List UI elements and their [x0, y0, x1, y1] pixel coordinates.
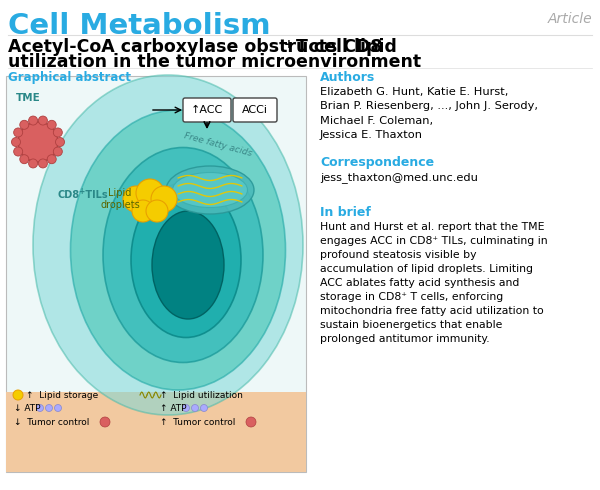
Text: ↓ ATP: ↓ ATP: [14, 403, 41, 413]
Ellipse shape: [131, 182, 241, 338]
Text: Authors: Authors: [320, 71, 375, 84]
Circle shape: [53, 128, 62, 137]
Text: T cell lipid: T cell lipid: [290, 38, 397, 56]
Text: +: +: [78, 188, 84, 196]
Circle shape: [47, 155, 56, 164]
Circle shape: [46, 405, 53, 412]
Ellipse shape: [71, 110, 286, 390]
Circle shape: [100, 417, 110, 427]
Text: Elizabeth G. Hunt, Katie E. Hurst,
Brian P. Riesenberg, ..., John J. Serody,
Mic: Elizabeth G. Hunt, Katie E. Hurst, Brian…: [320, 87, 538, 140]
FancyBboxPatch shape: [6, 76, 306, 472]
Text: Graphical abstract: Graphical abstract: [8, 71, 131, 84]
Circle shape: [38, 159, 47, 168]
Text: ↓  Tumor control: ↓ Tumor control: [14, 417, 89, 426]
Circle shape: [136, 179, 164, 207]
Circle shape: [11, 138, 20, 147]
Circle shape: [29, 116, 38, 125]
Circle shape: [123, 186, 149, 212]
Circle shape: [18, 122, 58, 162]
FancyBboxPatch shape: [183, 98, 231, 122]
Circle shape: [38, 116, 47, 125]
Circle shape: [55, 405, 62, 412]
Circle shape: [146, 200, 168, 222]
Circle shape: [20, 155, 29, 164]
Text: CD8: CD8: [57, 190, 79, 200]
Circle shape: [47, 121, 56, 129]
Circle shape: [14, 128, 23, 137]
Circle shape: [13, 390, 23, 400]
Text: Cell Metabolism: Cell Metabolism: [8, 12, 271, 40]
Ellipse shape: [152, 211, 224, 319]
Circle shape: [246, 417, 256, 427]
Circle shape: [20, 121, 29, 129]
Text: ↑ ATP: ↑ ATP: [160, 403, 187, 413]
Text: Correspondence: Correspondence: [320, 156, 434, 169]
Text: ↑ACC: ↑ACC: [191, 105, 223, 115]
Text: TME: TME: [16, 93, 40, 103]
FancyBboxPatch shape: [6, 392, 306, 472]
Circle shape: [14, 147, 23, 156]
Text: +: +: [284, 38, 294, 51]
Text: TILs: TILs: [82, 190, 107, 200]
Circle shape: [29, 159, 38, 168]
Text: Hunt and Hurst et al. report that the TME
engages ACC in CD8⁺ TILs, culminating : Hunt and Hurst et al. report that the TM…: [320, 222, 548, 344]
Circle shape: [37, 405, 44, 412]
Text: Acetyl-CoA carboxylase obstructs CD8: Acetyl-CoA carboxylase obstructs CD8: [8, 38, 383, 56]
Circle shape: [56, 138, 65, 147]
Text: Free fatty acids: Free fatty acids: [183, 131, 253, 158]
Text: ↑  Lipid utilization: ↑ Lipid utilization: [160, 391, 243, 399]
Circle shape: [53, 147, 62, 156]
Circle shape: [151, 186, 177, 212]
Text: Article: Article: [547, 12, 592, 26]
Circle shape: [191, 405, 199, 412]
Circle shape: [182, 405, 190, 412]
Text: ↑  Lipid storage: ↑ Lipid storage: [26, 391, 98, 399]
Circle shape: [200, 405, 208, 412]
Text: ACCi: ACCi: [242, 105, 268, 115]
Ellipse shape: [33, 75, 303, 415]
Text: utilization in the tumor microenvironment: utilization in the tumor microenvironmen…: [8, 53, 421, 71]
FancyBboxPatch shape: [233, 98, 277, 122]
Ellipse shape: [173, 172, 248, 207]
Text: Lipid
droplets: Lipid droplets: [100, 188, 140, 210]
Ellipse shape: [103, 147, 263, 363]
Circle shape: [132, 200, 154, 222]
Text: In brief: In brief: [320, 206, 371, 219]
Text: jess_thaxton@med.unc.edu: jess_thaxton@med.unc.edu: [320, 172, 478, 183]
Ellipse shape: [166, 166, 254, 214]
Text: ↑  Tumor control: ↑ Tumor control: [160, 417, 235, 426]
